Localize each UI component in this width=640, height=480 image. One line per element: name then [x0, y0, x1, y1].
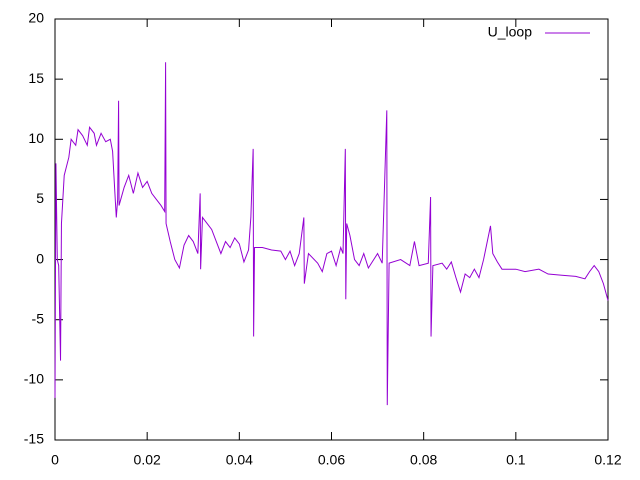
- legend-label: U_loop: [488, 24, 533, 40]
- x-tick-label: 0.06: [318, 452, 345, 468]
- y-tick-label: 20: [28, 10, 44, 26]
- y-tick-label: 0: [36, 250, 44, 266]
- y-tick-label: -10: [24, 371, 44, 387]
- y-tick-label: 5: [36, 190, 44, 206]
- y-tick-label: -5: [32, 310, 45, 326]
- y-tick-label: 10: [28, 130, 44, 146]
- x-tick-label: 0.02: [134, 452, 161, 468]
- x-tick-label: 0.1: [506, 452, 526, 468]
- y-tick-label: 15: [28, 70, 44, 86]
- y-tick-label: -15: [24, 431, 44, 447]
- data-line: [54, 62, 609, 406]
- x-tick-label: 0.12: [594, 452, 621, 468]
- x-tick-label: 0.08: [410, 452, 437, 468]
- x-tick-label: 0.04: [226, 452, 253, 468]
- plot-border: [54, 18, 609, 441]
- x-tick-label: 0: [51, 452, 59, 468]
